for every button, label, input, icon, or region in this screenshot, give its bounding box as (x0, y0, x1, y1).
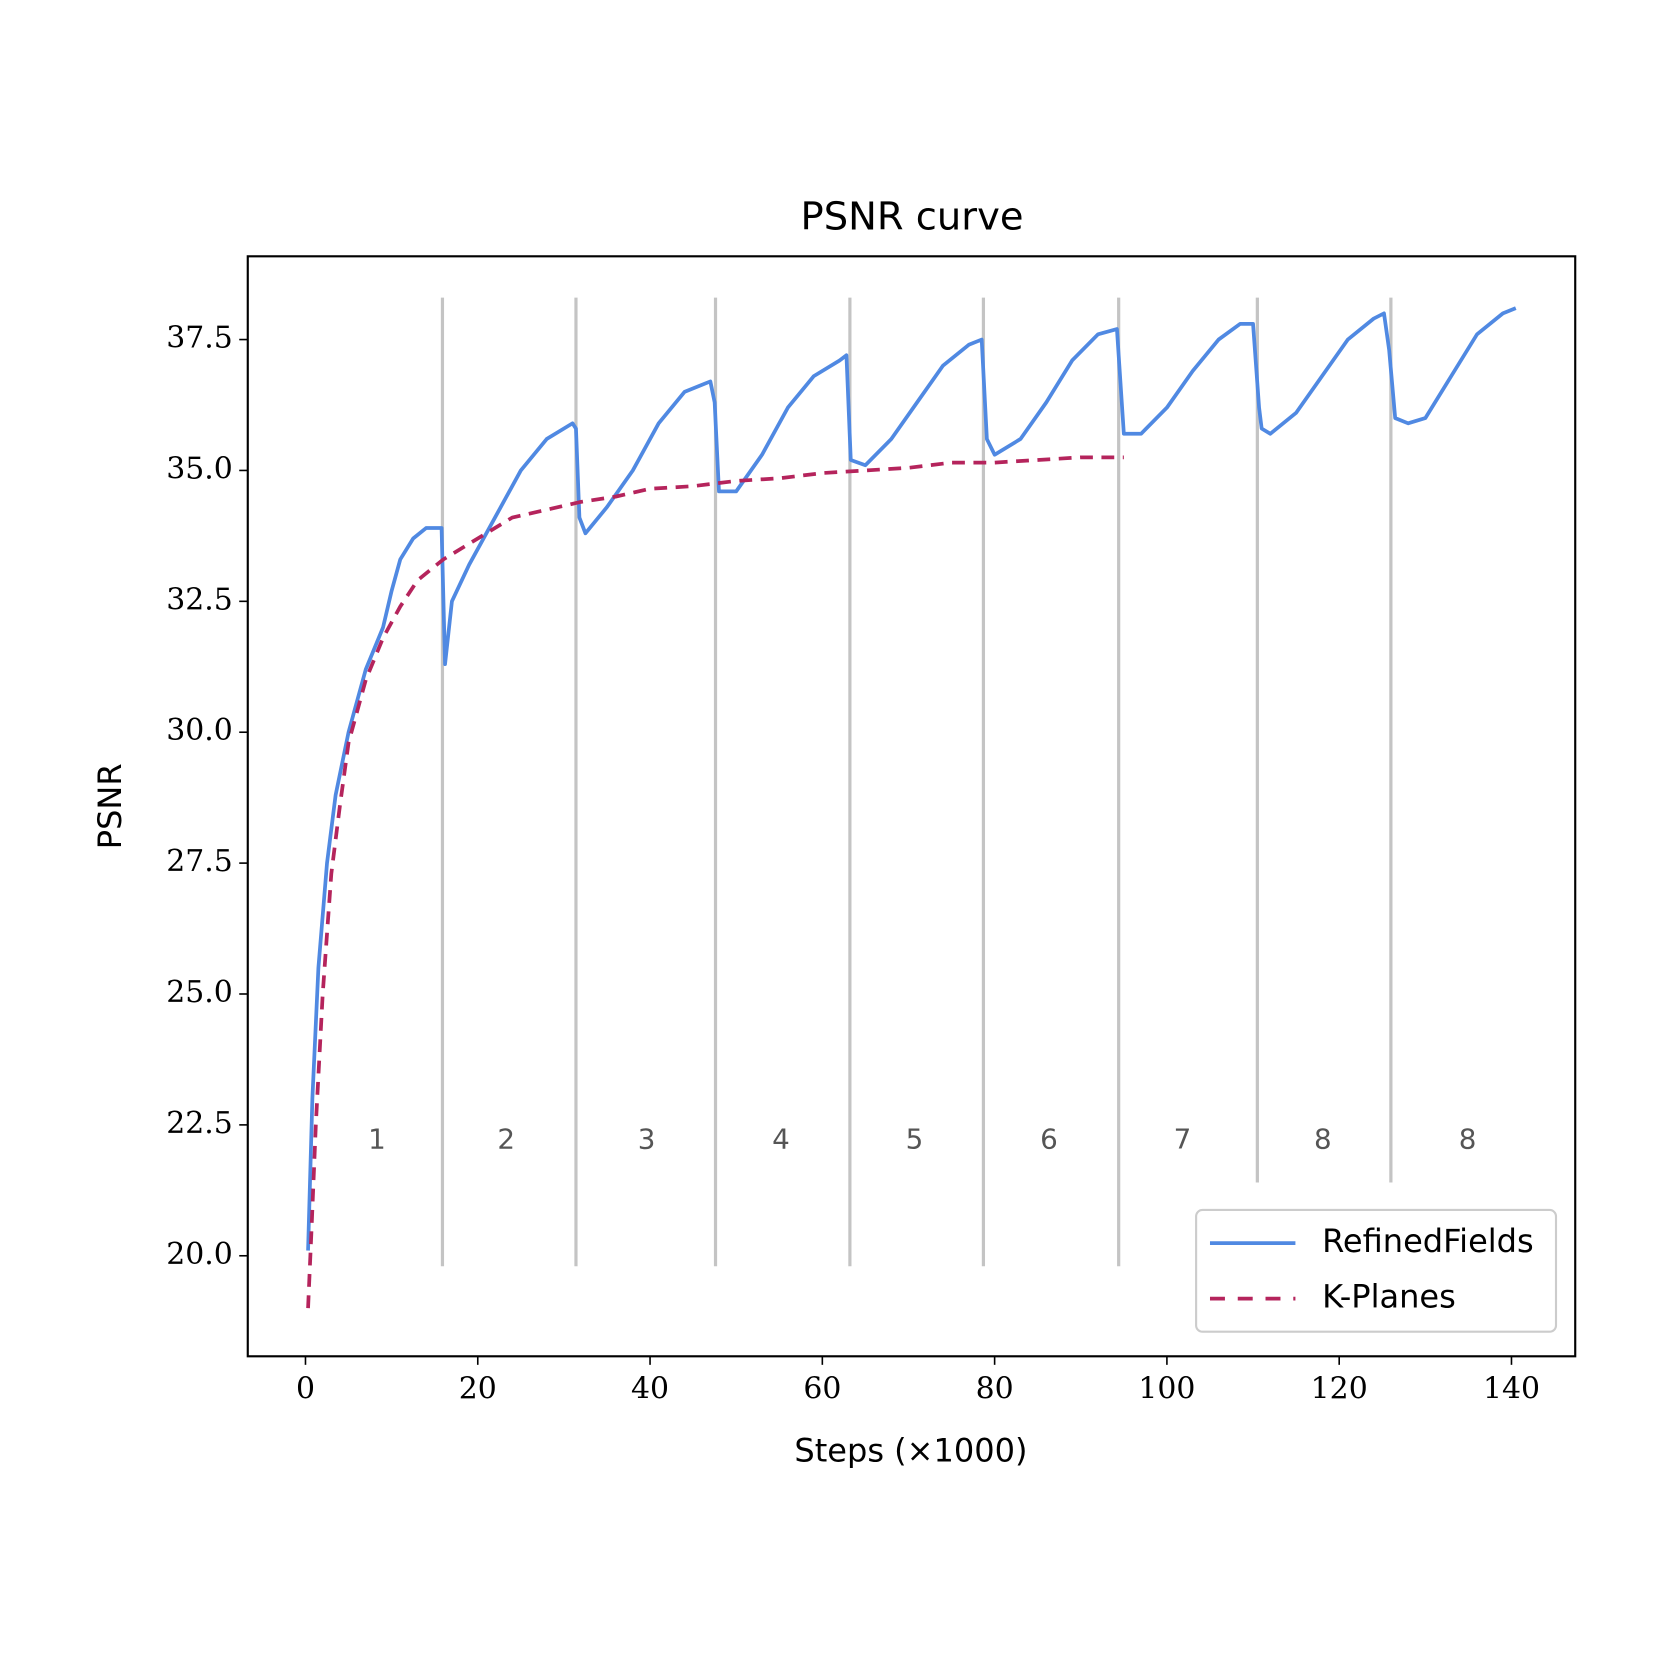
y-tick-label: 30.0 (166, 713, 233, 748)
x-tick-label: 80 (976, 1371, 1014, 1406)
stage-label: 2 (497, 1123, 515, 1156)
stage-label: 7 (1174, 1123, 1192, 1156)
x-tick-label: 120 (1311, 1371, 1368, 1406)
chart-title: PSNR curve (801, 194, 1024, 239)
y-tick-label: 35.0 (166, 451, 233, 486)
legend-box (1195, 1208, 1558, 1333)
y-tick-label: 20.0 (166, 1237, 233, 1272)
stage-label: 8 (1314, 1123, 1332, 1156)
x-tick-label: 40 (631, 1371, 669, 1406)
y-tick-label: 32.5 (166, 582, 233, 617)
x-tick-label: 60 (803, 1371, 841, 1406)
y-axis-label: PSNR (91, 763, 129, 849)
series-line (306, 455, 1124, 1309)
x-tick-label: 100 (1138, 1371, 1195, 1406)
x-tick-label: 20 (459, 1371, 497, 1406)
x-axis-label: Steps (×1000) (794, 1431, 1027, 1469)
y-tick-label: 37.5 (166, 321, 233, 356)
stage-label: 6 (1040, 1123, 1058, 1156)
y-tick-label: 22.5 (166, 1106, 233, 1141)
y-tick-label: 25.0 (166, 975, 233, 1010)
stage-label: 5 (906, 1123, 924, 1156)
plot-frame (246, 255, 1577, 1358)
series-line (306, 306, 1517, 1251)
legend-label: K-Planes (1322, 1278, 1456, 1316)
stage-label: 4 (772, 1123, 790, 1156)
stage-label: 3 (638, 1123, 656, 1156)
stage-label: 8 (1459, 1123, 1477, 1156)
x-tick-label: 140 (1483, 1371, 1540, 1406)
stage-label: 1 (368, 1123, 386, 1156)
x-tick-label: 0 (296, 1371, 315, 1406)
legend-label: RefinedFields (1322, 1222, 1534, 1260)
y-tick-label: 27.5 (166, 844, 233, 879)
